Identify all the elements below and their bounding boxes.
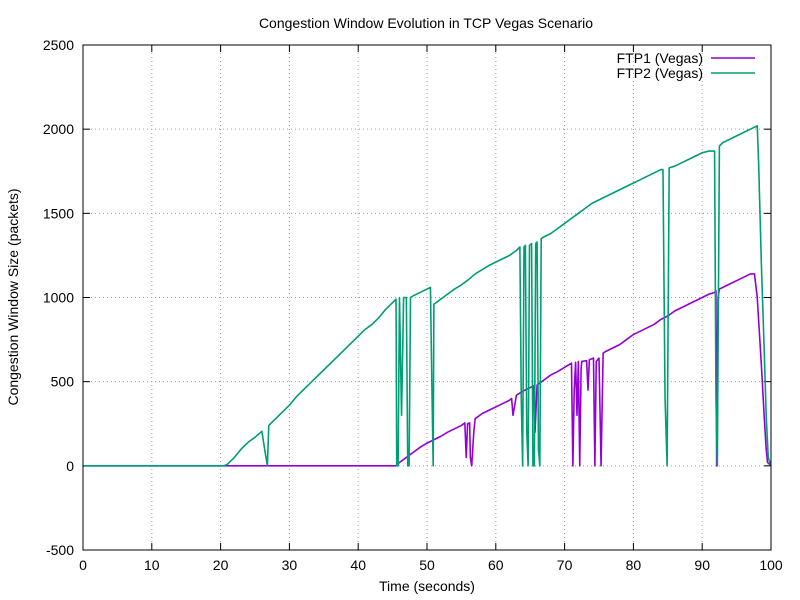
series-line-ftp2 (83, 125, 772, 467)
y-tick-label: 0 (66, 458, 74, 474)
chart-title: Congestion Window Evolution in TCP Vegas… (259, 15, 593, 31)
plot-frame (82, 44, 772, 551)
y-tick-label: 2000 (43, 121, 74, 137)
legend-label-ftp2: FTP2 (Vegas) (617, 65, 703, 81)
series-lines (83, 125, 772, 467)
x-tick-label: 70 (557, 557, 573, 573)
x-tick-label: 80 (626, 557, 642, 573)
y-tick-label: 500 (51, 374, 75, 390)
y-tick-label: 1500 (43, 205, 74, 221)
x-tick-label: 90 (694, 557, 710, 573)
y-tick-label: 2500 (43, 37, 74, 53)
legend-label-ftp1: FTP1 (Vegas) (617, 50, 703, 66)
y-tick-label: 1000 (43, 290, 74, 306)
x-axis-label: Time (seconds) (379, 578, 475, 594)
x-tick-label: 10 (144, 557, 160, 573)
x-tick-label: 50 (419, 557, 435, 573)
grid (83, 45, 771, 550)
y-axis-label: Congestion Window Size (packets) (5, 188, 21, 405)
tick-labels: 0 10 20 30 40 50 60 70 80 90 100 -500 0 500 1000 1500 20… (43, 37, 783, 573)
x-tick-label: 0 (79, 557, 87, 573)
x-tick-label: 100 (759, 557, 783, 573)
legend: FTP1 (Vegas)FTP2 (Vegas) (617, 50, 755, 81)
x-tick-label: 60 (488, 557, 504, 573)
x-tick-label: 30 (282, 557, 298, 573)
x-tick-label: 40 (350, 557, 366, 573)
y-tick-label: -500 (46, 542, 74, 558)
x-tick-label: 20 (213, 557, 229, 573)
